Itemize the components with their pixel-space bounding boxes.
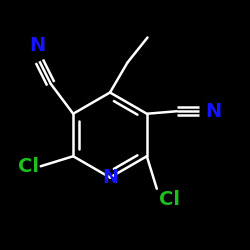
Text: N: N xyxy=(102,168,118,187)
Text: N: N xyxy=(29,36,45,55)
Text: Cl: Cl xyxy=(159,190,180,209)
Text: Cl: Cl xyxy=(18,157,40,176)
Text: N: N xyxy=(206,102,222,121)
